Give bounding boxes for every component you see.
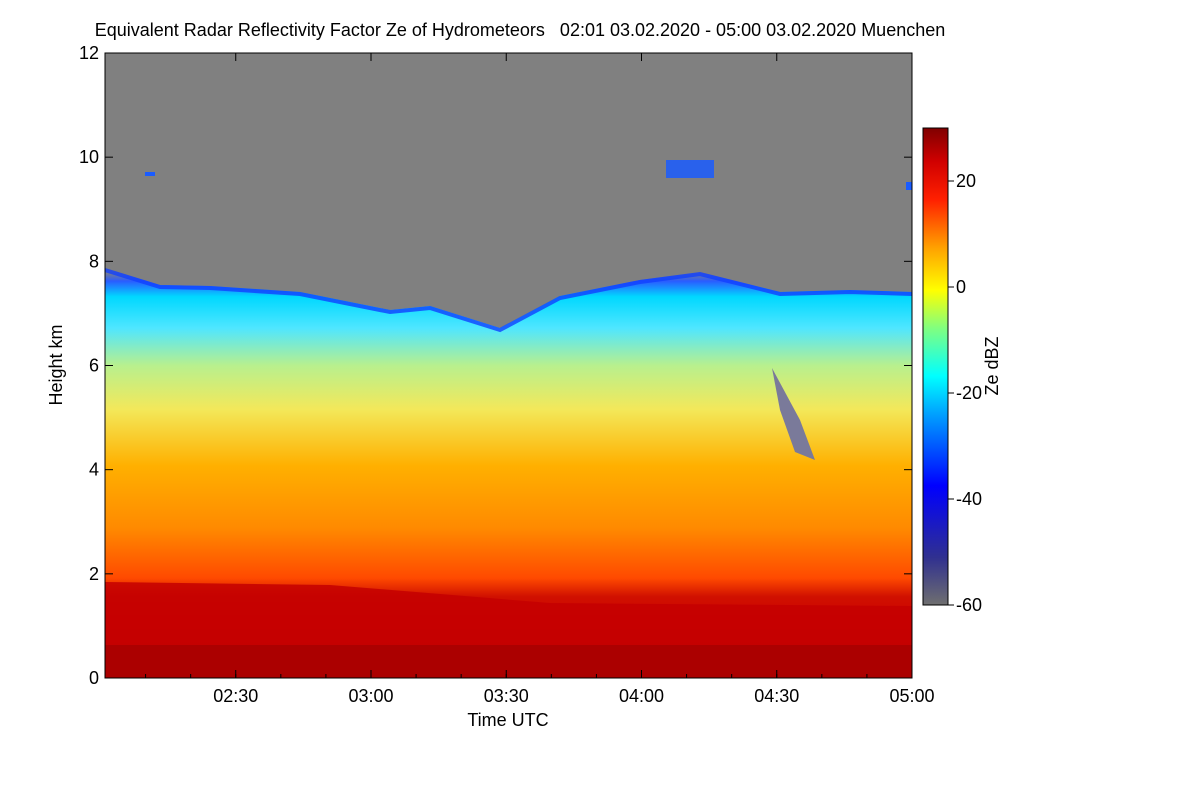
x-tick-label: 03:00 [348, 686, 393, 706]
x-axis: 02:30 03:00 03:30 04:00 04:30 05:00 [145, 53, 935, 706]
colorbar-tick-label: 20 [956, 171, 976, 191]
x-tick-label: 04:30 [754, 686, 799, 706]
isolated-echo-3 [906, 182, 912, 190]
y-tick-label: 6 [89, 356, 99, 376]
echo-gap [772, 368, 815, 460]
y-tick-label: 8 [89, 251, 99, 271]
x-tick-label: 05:00 [889, 686, 934, 706]
x-tick-label: 03:30 [484, 686, 529, 706]
cloud-top-edge [105, 268, 912, 333]
y-tick-label: 12 [79, 43, 99, 63]
y-tick-label: 0 [89, 668, 99, 688]
colorbar-axis: -60 -40 -20 0 20 [948, 171, 982, 615]
x-tick-label: 04:00 [619, 686, 664, 706]
isolated-echo-2 [666, 160, 714, 178]
colorbar-tick-label: -60 [956, 595, 982, 615]
chart-title: Equivalent Radar Reflectivity Factor Ze … [94, 20, 946, 40]
y-axis-label: Height km [46, 324, 66, 405]
surface-echo-band [105, 645, 912, 678]
colorbar-tick-label: -20 [956, 383, 982, 403]
y-axis: 0 2 4 6 8 10 12 [79, 43, 912, 688]
y-tick-label: 10 [79, 147, 99, 167]
isolated-echo-1 [145, 172, 155, 176]
colorbar [922, 127, 949, 606]
colorbar-tick-label: 0 [956, 277, 966, 297]
colorbar-label: Ze dBZ [982, 336, 1002, 395]
colorbar-tick-label: -40 [956, 489, 982, 509]
x-tick-label: 02:30 [213, 686, 258, 706]
y-tick-label: 4 [89, 460, 99, 480]
cloud-top-mask [105, 53, 912, 328]
y-tick-label: 2 [89, 564, 99, 584]
x-axis-label: Time UTC [467, 710, 548, 730]
